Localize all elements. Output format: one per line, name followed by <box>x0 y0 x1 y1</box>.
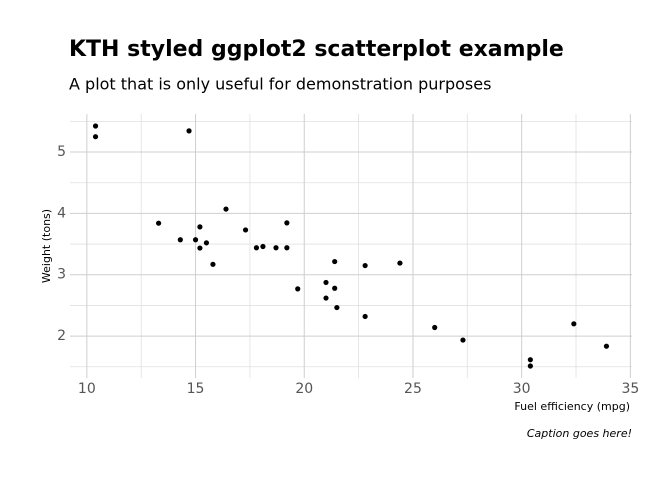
point <box>284 245 290 251</box>
point <box>460 337 466 343</box>
point <box>295 286 301 292</box>
point <box>155 220 162 226</box>
point <box>92 134 99 140</box>
point <box>527 357 533 363</box>
point <box>527 363 533 369</box>
chart-title: KTH styled ggplot2 scatterplot example <box>69 37 564 62</box>
x-tick-label: 10 <box>78 381 96 397</box>
point <box>432 324 438 331</box>
point <box>192 237 199 243</box>
point <box>92 123 99 129</box>
x-tick-label: 25 <box>404 381 422 397</box>
y-tick-label: 5 <box>57 144 66 160</box>
point <box>362 313 368 320</box>
point <box>323 279 329 286</box>
point <box>197 245 203 251</box>
point <box>223 206 229 212</box>
point <box>186 128 192 134</box>
point <box>242 227 249 233</box>
y-tick-label: 3 <box>57 267 66 283</box>
y-tick-label: 2 <box>57 328 66 344</box>
point <box>203 240 210 246</box>
x-axis-label: Fuel efficiency (mpg) <box>514 400 630 413</box>
x-tick-label: 15 <box>187 381 205 397</box>
y-tick-label: 4 <box>57 205 66 221</box>
point <box>273 245 279 251</box>
point <box>210 261 216 267</box>
point <box>332 285 338 291</box>
chart-subtitle: A plot that is only useful for demonstra… <box>69 75 491 94</box>
point <box>260 243 266 250</box>
caption: Caption goes here! <box>527 427 632 440</box>
point <box>603 343 610 349</box>
point <box>397 260 403 266</box>
point <box>253 245 260 251</box>
point <box>197 224 203 230</box>
point <box>334 304 340 311</box>
point <box>323 295 329 301</box>
x-tick-label: 30 <box>513 381 531 397</box>
x-tick-label: 20 <box>295 381 313 397</box>
point <box>571 321 577 327</box>
point <box>332 258 338 265</box>
x-tick-label: 35 <box>621 381 639 397</box>
point <box>284 220 290 226</box>
y-axis-label: Weight (tons) <box>40 209 53 283</box>
point <box>362 262 368 269</box>
point <box>177 237 183 243</box>
